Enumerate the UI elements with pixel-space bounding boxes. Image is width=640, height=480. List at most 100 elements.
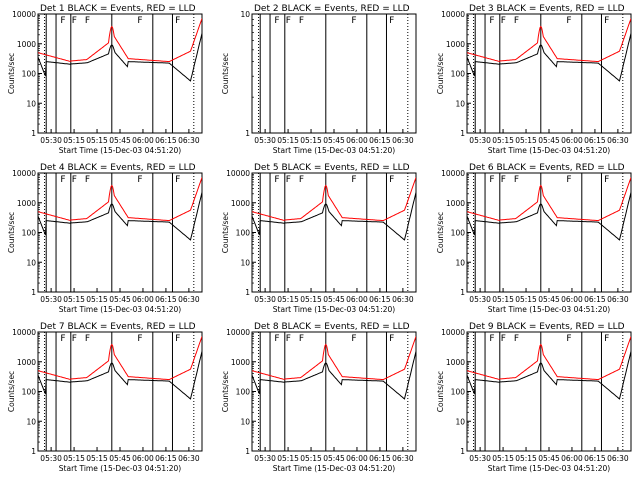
flag-marker: F	[351, 334, 356, 344]
flag-marker: F	[274, 16, 279, 26]
x-tick-label: 05:30	[254, 136, 276, 145]
flag-marker: F	[286, 334, 291, 344]
x-tick-label: 05:15	[300, 454, 322, 463]
flag-marker: F	[137, 16, 142, 26]
x-axis-label: Start Time (15-Dec-03 04:51:20)	[488, 146, 610, 155]
y-tick-label: 100	[451, 388, 466, 397]
panel-det-2: Det 2 BLACK = Events, RED = LLD 1 10 Counts…	[221, 4, 417, 155]
flag-marker: F	[514, 175, 519, 185]
x-tick-label: 05:15	[277, 295, 299, 304]
y-tick-label: 10	[26, 258, 36, 267]
y-tick-label: 10	[455, 99, 465, 108]
series-lld-line	[252, 336, 416, 381]
x-tick-label: 06:15	[584, 136, 606, 145]
x-tick-label: 05:30	[469, 136, 491, 145]
x-axis-label: Start Time (15-Dec-03 04:51:20)	[273, 146, 395, 155]
panel-title: Det 7 BLACK = Events, RED = LLD	[40, 322, 196, 332]
x-tick-label: 05:15	[515, 454, 537, 463]
y-tick-label: 10	[240, 258, 250, 267]
x-axis-label: Start Time (15-Dec-03 04:51:20)	[488, 305, 610, 314]
panel-title: Det 2 BLACK = Events, RED = LLD	[254, 4, 410, 14]
x-tick-label: 06:30	[607, 454, 629, 463]
y-tick-label: 1000	[446, 358, 465, 367]
x-tick-label: 05:15	[492, 295, 514, 304]
y-tick-label: 10	[26, 417, 36, 426]
flag-marker: F	[137, 175, 142, 185]
plot-frame	[251, 331, 417, 452]
x-tick-label: 06:30	[392, 295, 414, 304]
x-tick-label: 06:00	[132, 295, 154, 304]
y-axis-label: Counts/sec	[7, 371, 16, 412]
flag-marker: F	[489, 16, 494, 26]
y-tick-label: 1	[460, 288, 465, 297]
x-tick-label: 06:00	[346, 136, 368, 145]
series-events-line	[467, 351, 631, 400]
series-lld-line	[38, 177, 202, 222]
series-lld-line	[38, 18, 202, 63]
flag-marker: F	[299, 334, 304, 344]
y-tick-label: 1	[460, 129, 465, 138]
y-tick-label: 1	[31, 288, 36, 297]
x-tick-label: 06:00	[561, 454, 583, 463]
y-tick-label: 10000	[12, 328, 36, 337]
flag-marker: F	[274, 334, 279, 344]
y-axis-label: Counts/sec	[221, 53, 230, 94]
x-tick-label: 06:30	[607, 295, 629, 304]
x-tick-label: 06:15	[369, 136, 391, 145]
series-lld-line	[38, 336, 202, 381]
y-tick-label: 1	[245, 129, 250, 138]
y-tick-label: 1	[31, 447, 36, 456]
x-tick-label: 05:45	[323, 295, 345, 304]
flag-marker: F	[514, 16, 519, 26]
x-tick-label: 06:00	[132, 136, 154, 145]
y-tick-label: 10000	[441, 328, 465, 337]
y-tick-label: 10000	[441, 169, 465, 178]
y-tick-label: 1	[245, 447, 250, 456]
y-tick-label: 100	[236, 388, 251, 397]
y-tick-label: 10000	[12, 10, 36, 19]
x-tick-label: 05:45	[323, 454, 345, 463]
y-axis-label: Counts/sec	[221, 371, 230, 412]
flag-marker: F	[501, 334, 506, 344]
y-tick-label: 10	[26, 99, 36, 108]
panel-title: Det 4 BLACK = Events, RED = LLD	[40, 163, 196, 173]
y-axis-label: Counts/sec	[436, 212, 445, 253]
flag-marker: F	[299, 16, 304, 26]
x-tick-label: 06:00	[561, 136, 583, 145]
panel-det-4: Det 4 BLACK = Events, RED = LLD 1 10 100 100…	[7, 163, 203, 314]
panel-det-5: Det 5 BLACK = Events, RED = LLD 1 10 100 100…	[221, 163, 417, 314]
x-tick-label: 05:45	[538, 295, 560, 304]
y-tick-label: 1000	[17, 358, 36, 367]
flag-marker: F	[72, 175, 77, 185]
series-events-line	[252, 192, 416, 241]
flag-marker: F	[175, 334, 180, 344]
x-tick-label: 05:15	[300, 295, 322, 304]
flag-marker: F	[299, 175, 304, 185]
y-tick-label: 100	[451, 229, 466, 238]
flag-marker: F	[85, 334, 90, 344]
panel-det-8: Det 8 BLACK = Events, RED = LLD 1 10 100 100…	[221, 322, 417, 473]
series-lld-line	[252, 177, 416, 222]
series-events-line	[38, 192, 202, 241]
flag-marker: F	[60, 175, 65, 185]
y-tick-label: 10000	[226, 169, 250, 178]
flag-marker: F	[489, 175, 494, 185]
y-tick-label: 1000	[231, 358, 250, 367]
flag-marker: F	[60, 334, 65, 344]
x-tick-label: 06:30	[607, 136, 629, 145]
series-lld-line	[467, 336, 631, 381]
x-axis-label: Start Time (15-Dec-03 04:51:20)	[488, 464, 610, 473]
x-tick-label: 05:45	[109, 454, 131, 463]
series-events-line	[38, 351, 202, 400]
y-tick-label: 1000	[17, 199, 36, 208]
flag-marker: F	[85, 16, 90, 26]
x-tick-label: 05:15	[515, 136, 537, 145]
flag-marker: F	[389, 334, 394, 344]
plot-frame	[37, 331, 203, 452]
y-tick-label: 100	[22, 229, 37, 238]
y-tick-label: 10000	[12, 169, 36, 178]
x-tick-label: 06:15	[584, 454, 606, 463]
y-tick-label: 100	[22, 388, 37, 397]
panel-det-6: Det 6 BLACK = Events, RED = LLD 1 10 100 100…	[436, 163, 632, 314]
